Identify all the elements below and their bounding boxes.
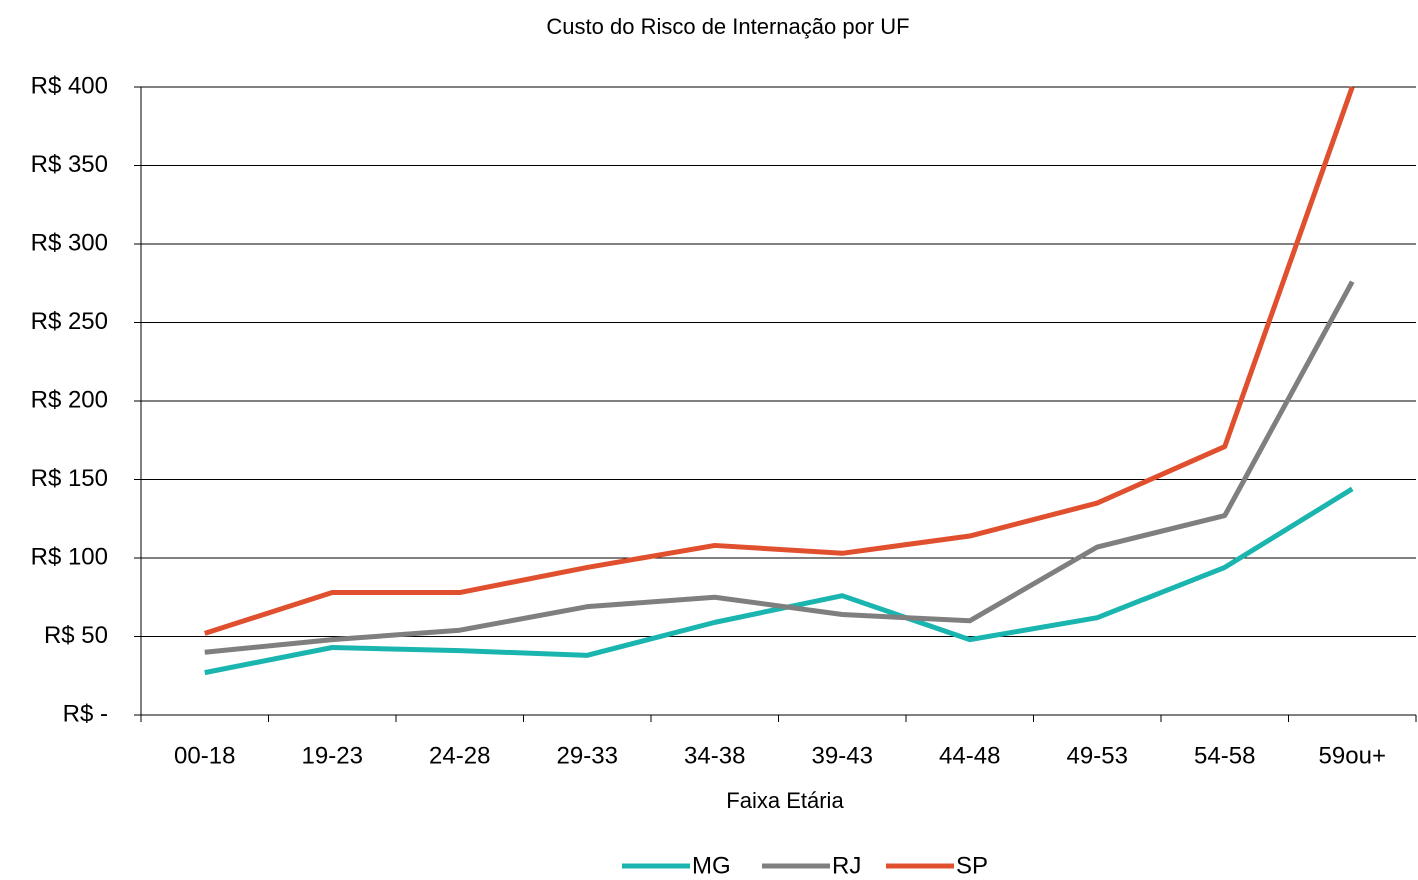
legend-label: RJ xyxy=(832,852,861,879)
y-tick-label: R$ 400 xyxy=(31,72,108,99)
x-tick-label: 44-48 xyxy=(939,742,1000,769)
legend-label: SP xyxy=(956,852,988,879)
y-tick-label: R$ 150 xyxy=(31,465,108,492)
x-axis-label: Faixa Etária xyxy=(726,788,844,813)
y-tick-label: R$ 100 xyxy=(31,543,108,570)
line-series xyxy=(204,486,1354,676)
x-tick-label: 00-18 xyxy=(174,742,235,769)
y-tick-label: R$ 350 xyxy=(31,151,108,178)
line-series xyxy=(204,280,1355,655)
x-tick-label: 54-58 xyxy=(1194,742,1255,769)
x-tick-label: 29-33 xyxy=(557,742,618,769)
line-series xyxy=(203,86,1355,636)
x-tick-label: 59ou+ xyxy=(1319,742,1386,769)
legend-label: MG xyxy=(692,852,731,879)
x-tick-label: 19-23 xyxy=(302,742,363,769)
x-tick-label: 24-28 xyxy=(429,742,490,769)
y-tick-label: R$ 200 xyxy=(31,386,108,413)
y-tick-label: R$ 50 xyxy=(44,622,108,649)
y-tick-label: R$ 250 xyxy=(31,308,108,335)
x-tick-label: 39-43 xyxy=(812,742,873,769)
x-tick-label: 49-53 xyxy=(1067,742,1128,769)
chart-title: Custo do Risco de Internação por UF xyxy=(546,14,909,39)
x-tick-label: 34-38 xyxy=(684,742,745,769)
y-tick-label: R$ - xyxy=(63,700,108,727)
y-tick-label: R$ 300 xyxy=(31,229,108,256)
